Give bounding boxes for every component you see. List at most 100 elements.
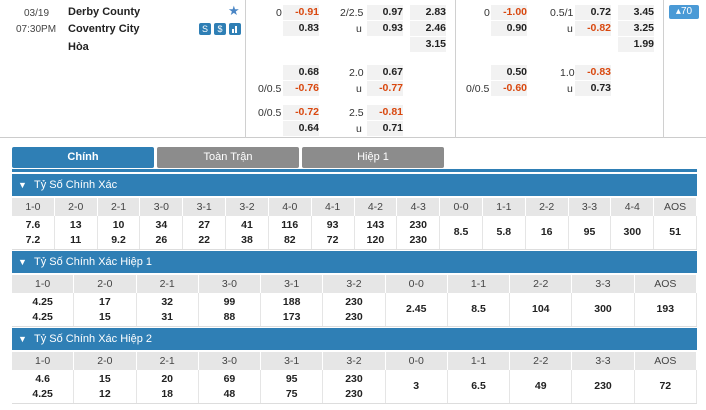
score-odds-cell[interactable]: 8.5 (448, 293, 511, 326)
score-odds-cell[interactable]: 193 (635, 293, 697, 326)
score-odds-cell[interactable]: 20 18 (137, 370, 199, 403)
stats-icon-s[interactable]: S (199, 23, 211, 35)
match-odds-panel: 03/19 07:30PM Derby County Coventry City… (0, 0, 706, 138)
home-odds: 95 (285, 372, 298, 385)
tab-toan-tran[interactable]: Toàn Trận (157, 147, 299, 168)
home-team[interactable]: Derby County (68, 6, 141, 18)
odds-value[interactable]: 3.45 (618, 5, 654, 20)
tab-chinh[interactable]: Chính (12, 147, 154, 168)
ou-line: 2/2.5 (340, 7, 364, 19)
odds-value[interactable]: 1.99 (618, 37, 654, 52)
odds-value[interactable]: -0.81 (367, 105, 403, 120)
home-odds: 8.5 (453, 226, 469, 238)
home-odds: 15 (99, 372, 111, 385)
score-odds-cell[interactable]: 188 173 (261, 293, 324, 326)
odds-value[interactable]: 0.64 (283, 121, 319, 136)
odds-value[interactable]: -0.91 (283, 5, 319, 20)
score-odds-cell[interactable]: 51 (654, 216, 697, 249)
score-odds-cell[interactable]: 4.6 4.25 (12, 370, 75, 403)
score-odds-cell[interactable]: 8.5 (440, 216, 483, 249)
section-title: Tỷ Số Chính Xác (34, 179, 118, 191)
score-odds-cell[interactable]: 69 48 (199, 370, 262, 403)
section-header[interactable]: ▼ Tỷ Số Chính Xác Hiệp 1 (12, 251, 697, 273)
score-header: 3-3 (569, 198, 612, 216)
score-odds-cell[interactable]: 15 12 (74, 370, 137, 403)
away-odds: 31 (161, 310, 173, 323)
score-odds-cell[interactable]: 300 (572, 293, 635, 326)
score-odds-cell[interactable]: 93 72 (312, 216, 355, 249)
score-header: 3-3 (572, 275, 635, 293)
odds-value[interactable]: 0.93 (367, 21, 403, 36)
odds-value[interactable]: 0.83 (283, 21, 319, 36)
odds-value[interactable]: 3.25 (618, 21, 654, 36)
star-icon[interactable]: ★ (228, 3, 240, 18)
odds-value[interactable]: -0.72 (283, 105, 319, 120)
score-odds-cell[interactable]: 49 (510, 370, 573, 403)
odds-value[interactable]: -0.83 (575, 65, 611, 80)
score-odds-cell[interactable]: 230 230 (397, 216, 441, 249)
odds-value[interactable]: 3.15 (410, 37, 446, 52)
score-odds-cell[interactable]: 95 75 (261, 370, 324, 403)
home-odds: 41 (241, 218, 253, 231)
collapse-arrow-icon[interactable]: ▼ (18, 334, 27, 344)
score-odds-cell[interactable]: 17 15 (74, 293, 137, 326)
score-odds-cell[interactable]: 116 82 (269, 216, 312, 249)
odds-value[interactable]: -0.76 (283, 81, 319, 96)
score-odds-cell[interactable]: 143 120 (355, 216, 398, 249)
home-odds: 34 (155, 218, 168, 231)
score-odds-cell[interactable]: 4.25 4.25 (12, 293, 75, 326)
score-odds-cell[interactable]: 95 (569, 216, 612, 249)
score-odds-cell[interactable]: 230 230 (323, 370, 386, 403)
odds-icon-dollar[interactable]: $ (214, 23, 226, 35)
tab-hiep-1[interactable]: Hiệp 1 (302, 147, 444, 168)
score-header: 3-2 (226, 198, 269, 216)
away-odds: 72 (326, 233, 339, 246)
odds-value[interactable]: 0.97 (367, 5, 403, 20)
odds-value[interactable]: 0.90 (491, 21, 527, 36)
score-odds-cell[interactable]: 230 (572, 370, 635, 403)
odds-value[interactable]: 2.83 (410, 5, 446, 20)
score-odds-cell[interactable]: 32 31 (137, 293, 199, 326)
score-odds-cell[interactable]: 34 26 (140, 216, 184, 249)
score-header: 3-0 (199, 275, 262, 293)
score-odds-cell[interactable]: 13 11 (55, 216, 98, 249)
score-odds-cell[interactable]: 104 (510, 293, 573, 326)
score-odds-cell[interactable]: 99 88 (199, 293, 262, 326)
score-odds-cell[interactable]: 10 9.2 (98, 216, 141, 249)
score-header: 3-1 (261, 352, 324, 370)
odds-value[interactable]: -1.00 (491, 5, 527, 20)
handicap-line: 0/0.5 (258, 107, 282, 119)
score-odds-cell[interactable]: 300 (611, 216, 655, 249)
score-odds-cell[interactable]: 2.45 (386, 293, 448, 326)
collapse-arrow-icon[interactable]: ▼ (18, 257, 27, 267)
odds-value[interactable]: 0.68 (283, 65, 319, 80)
collapse-arrow-icon[interactable]: ▼ (18, 180, 27, 190)
score-odds-cell[interactable]: 6.5 (448, 370, 511, 403)
score-odds-cell[interactable]: 5.8 (483, 216, 526, 249)
chart-icon[interactable] (229, 23, 241, 35)
score-odds-cell[interactable]: 27 22 (183, 216, 227, 249)
odds-value[interactable]: 2.46 (410, 21, 446, 36)
home-odds: 10 (112, 218, 125, 231)
score-header: 1-0 (12, 275, 75, 293)
score-odds-cell[interactable]: 3 (386, 370, 448, 403)
odds-value[interactable]: 0.50 (491, 65, 527, 80)
section-header[interactable]: ▼ Tỷ Số Chính Xác (12, 174, 697, 196)
score-odds-cell[interactable]: 230 230 (323, 293, 386, 326)
odds-value[interactable]: -0.77 (367, 81, 403, 96)
score-odds-cell[interactable]: 72 (635, 370, 697, 403)
section-header[interactable]: ▼ Tỷ Số Chính Xác Hiệp 2 (12, 328, 697, 350)
odds-value[interactable]: -0.60 (491, 81, 527, 96)
odds-value[interactable]: 0.73 (575, 81, 611, 96)
more-odds-button[interactable]: ▴70 (669, 5, 699, 19)
score-odds-cell[interactable]: 7.6 7.2 (12, 216, 55, 249)
odds-value[interactable]: 0.71 (367, 121, 403, 136)
match-date: 03/19 (24, 8, 50, 19)
odds-value[interactable]: -0.82 (575, 21, 611, 36)
away-odds: 22 (198, 233, 210, 246)
odds-value[interactable]: 0.72 (575, 5, 611, 20)
score-odds-cell[interactable]: 16 (526, 216, 569, 249)
odds-value[interactable]: 0.67 (367, 65, 403, 80)
score-odds-cell[interactable]: 41 38 (226, 216, 269, 249)
away-team[interactable]: Coventry City (68, 23, 140, 35)
